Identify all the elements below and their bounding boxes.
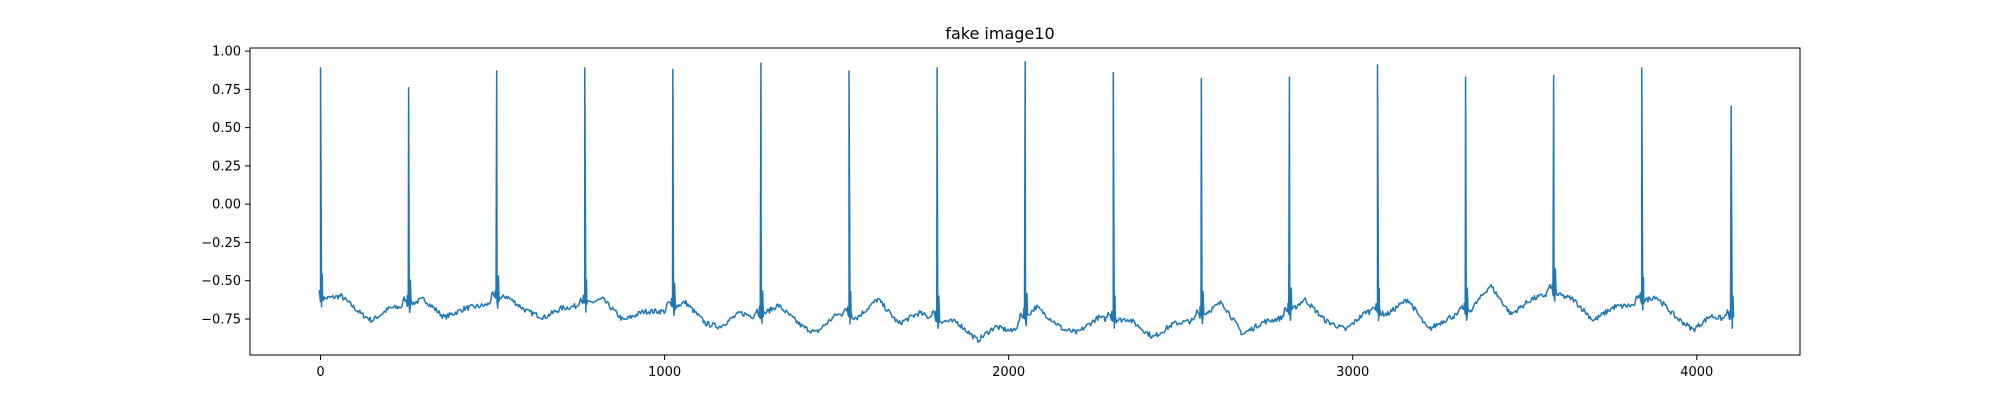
plot-area-frame — [249, 47, 1801, 356]
x-tick-label: 3000 — [1336, 365, 1369, 380]
x-tick-label: 4000 — [1680, 365, 1713, 380]
y-tick-label: 0.75 — [212, 83, 241, 98]
y-tick-label: −0.50 — [201, 274, 241, 289]
y-tick-label: 0.00 — [212, 198, 241, 213]
x-tick-label: 0 — [316, 365, 324, 380]
x-tick-label: 1000 — [648, 365, 681, 380]
series-line — [318, 61, 1735, 344]
series-layer — [318, 61, 1735, 344]
y-tick-label: −0.75 — [201, 313, 241, 328]
y-tick-label: 0.50 — [212, 121, 241, 136]
y-tick-label: 0.25 — [212, 159, 241, 174]
chart-title: fake image10 — [945, 24, 1054, 43]
y-tick-label: −0.25 — [201, 236, 241, 251]
y-tick-label: 1.00 — [212, 45, 241, 60]
axes-layer: 0 1000 2000 3000 4000 −0.75 −0.50 −0.25 0.00 0.25… — [201, 45, 1713, 380]
x-tick-label: 2000 — [992, 365, 1025, 380]
